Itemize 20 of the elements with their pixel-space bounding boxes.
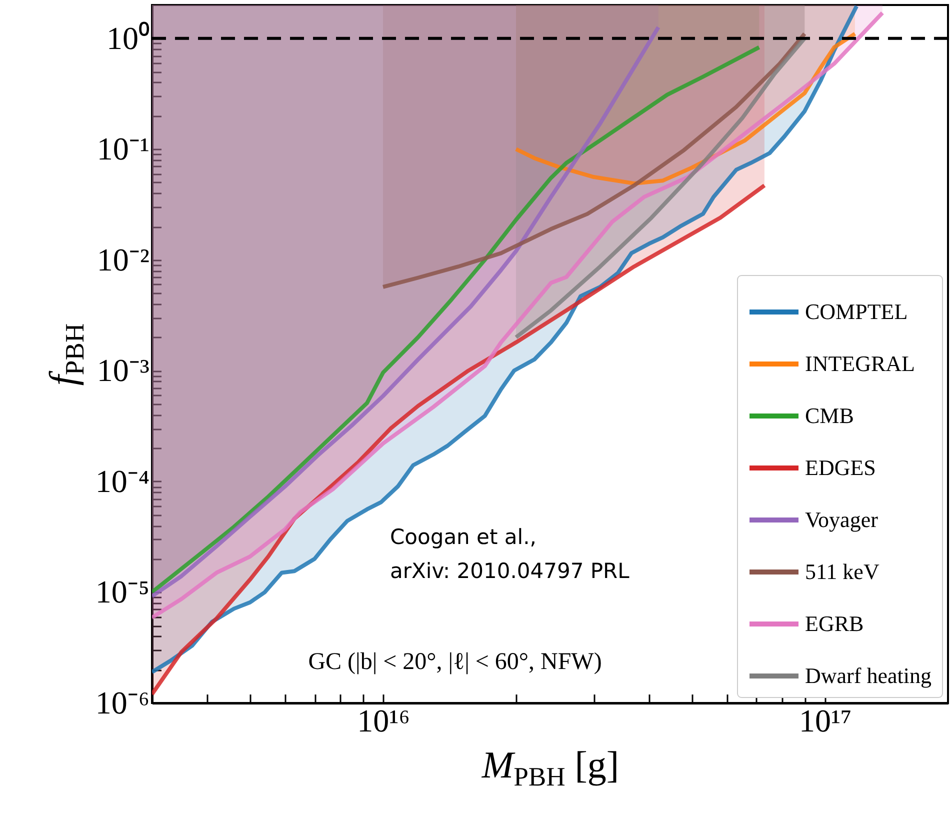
legend-label: Voyager	[805, 507, 879, 532]
legend-label: INTEGRAL	[805, 351, 915, 376]
y-tick-label: 10⁻²	[96, 241, 150, 278]
x-tick-label: 10¹⁶	[357, 702, 410, 738]
legend-label: EGRB	[805, 611, 864, 636]
y-tick-label: 10⁻⁵	[95, 574, 150, 610]
legend-label: Dwarf heating	[805, 663, 932, 688]
y-tick-label: 10⁰	[106, 20, 150, 56]
x-axis-title: M$_{PBH}$ [g]	[480, 744, 620, 792]
annotation: GC (|b| < 20°, |ℓ| < 60°, NFW)	[308, 649, 602, 675]
legend-label: CMB	[805, 403, 854, 428]
x-tick-label: 10¹⁷	[798, 702, 852, 738]
y-tick-label: 10⁻¹	[96, 130, 150, 167]
legend-label: COMPTEL	[805, 299, 908, 324]
legend-label: 511 keV	[805, 559, 880, 584]
y-tick-label: 10⁻⁶	[95, 684, 150, 720]
y-tick-label: 10⁻³	[96, 352, 150, 388]
y-tick-label: 10⁻⁴	[95, 462, 150, 499]
annotation: Coogan et al., arXiv: 2010.04797 PRL	[390, 525, 630, 583]
legend-label: EDGES	[805, 455, 876, 480]
